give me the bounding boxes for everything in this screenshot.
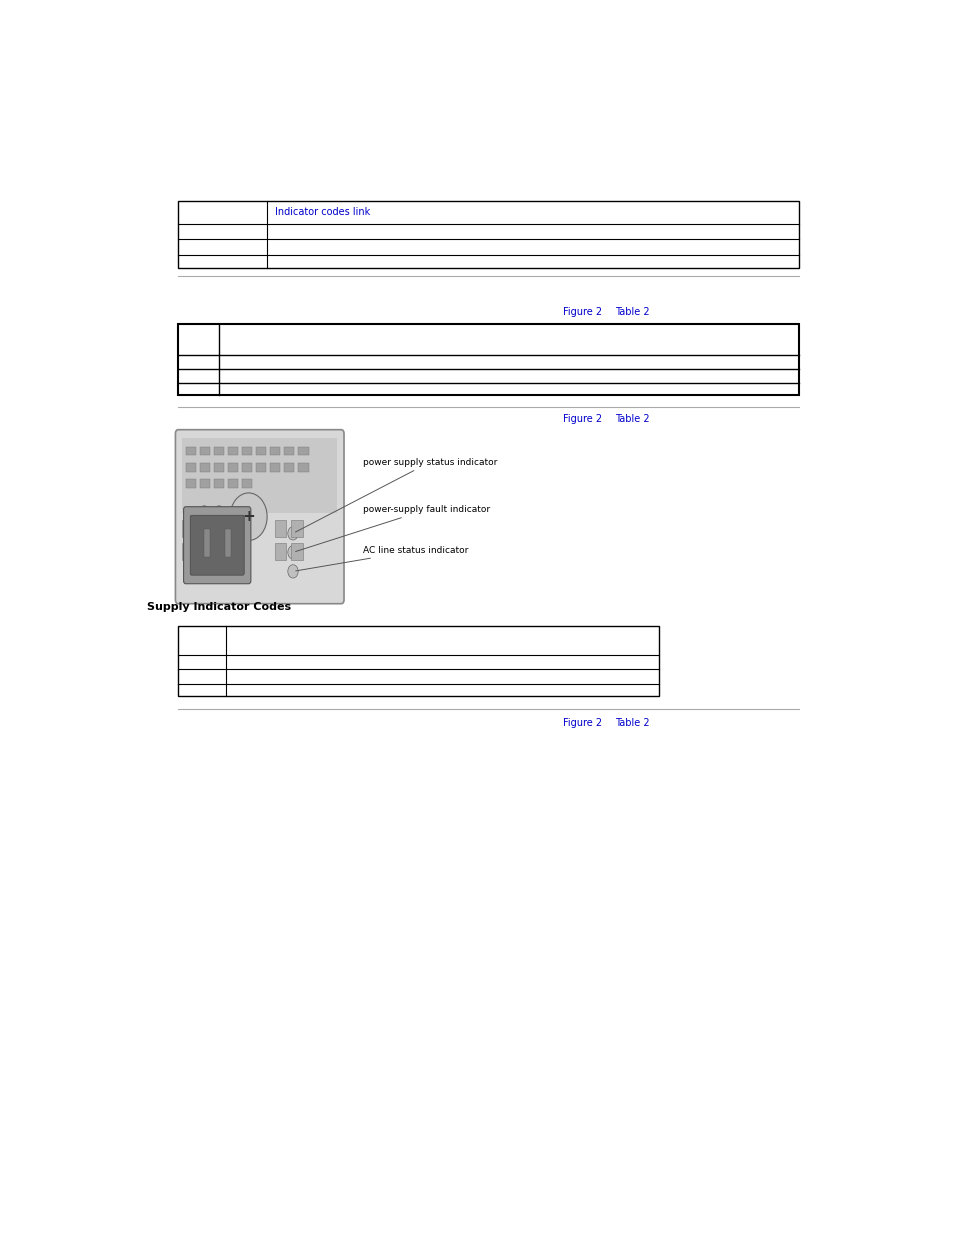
Circle shape — [213, 506, 225, 521]
Bar — [242, 479, 252, 488]
Bar — [213, 447, 224, 456]
Bar — [178, 200, 799, 268]
Bar — [298, 463, 308, 472]
Text: Supply Indicator Codes: Supply Indicator Codes — [147, 603, 291, 613]
Circle shape — [198, 506, 210, 521]
Bar — [298, 447, 308, 456]
Bar — [270, 447, 280, 456]
Bar — [291, 543, 302, 561]
FancyBboxPatch shape — [190, 515, 244, 576]
Bar — [186, 463, 196, 472]
Bar — [186, 447, 196, 456]
Bar — [255, 447, 266, 456]
Bar — [213, 463, 224, 472]
FancyBboxPatch shape — [183, 506, 251, 584]
Text: +: + — [242, 509, 254, 524]
Bar — [186, 479, 196, 488]
Text: Indicator codes link: Indicator codes link — [274, 207, 370, 217]
Text: power-supply fault indicator: power-supply fault indicator — [295, 505, 490, 552]
Circle shape — [230, 493, 267, 541]
Bar — [213, 479, 224, 488]
Bar — [284, 447, 294, 456]
FancyBboxPatch shape — [175, 430, 344, 604]
Bar — [199, 463, 210, 472]
Text: Figure 2: Figure 2 — [562, 718, 601, 727]
Bar — [291, 520, 302, 537]
Text: Figure 2: Figure 2 — [562, 306, 601, 316]
Bar — [274, 520, 286, 537]
Bar — [182, 438, 337, 513]
Bar — [182, 520, 193, 537]
Bar — [284, 463, 294, 472]
Bar — [199, 447, 210, 456]
Text: Table 2: Table 2 — [614, 718, 649, 727]
Circle shape — [288, 526, 298, 540]
Bar — [199, 479, 210, 488]
Bar — [198, 543, 210, 561]
Bar — [178, 626, 659, 697]
Bar — [242, 447, 252, 456]
Text: Figure 2: Figure 2 — [562, 414, 601, 424]
Bar — [255, 463, 266, 472]
Text: power supply status indicator: power supply status indicator — [295, 457, 497, 532]
Text: Table 2: Table 2 — [614, 306, 649, 316]
Bar — [198, 520, 210, 537]
Bar — [228, 463, 238, 472]
Bar — [182, 543, 193, 561]
Text: Table 2: Table 2 — [614, 414, 649, 424]
Bar — [228, 447, 238, 456]
Bar — [242, 463, 252, 472]
Bar — [274, 543, 286, 561]
Bar — [178, 324, 799, 395]
Circle shape — [288, 546, 298, 559]
Bar — [204, 529, 210, 557]
Circle shape — [288, 564, 298, 578]
Bar — [228, 479, 238, 488]
Bar — [270, 463, 280, 472]
Text: AC line status indicator: AC line status indicator — [295, 546, 468, 571]
Bar — [225, 529, 231, 557]
